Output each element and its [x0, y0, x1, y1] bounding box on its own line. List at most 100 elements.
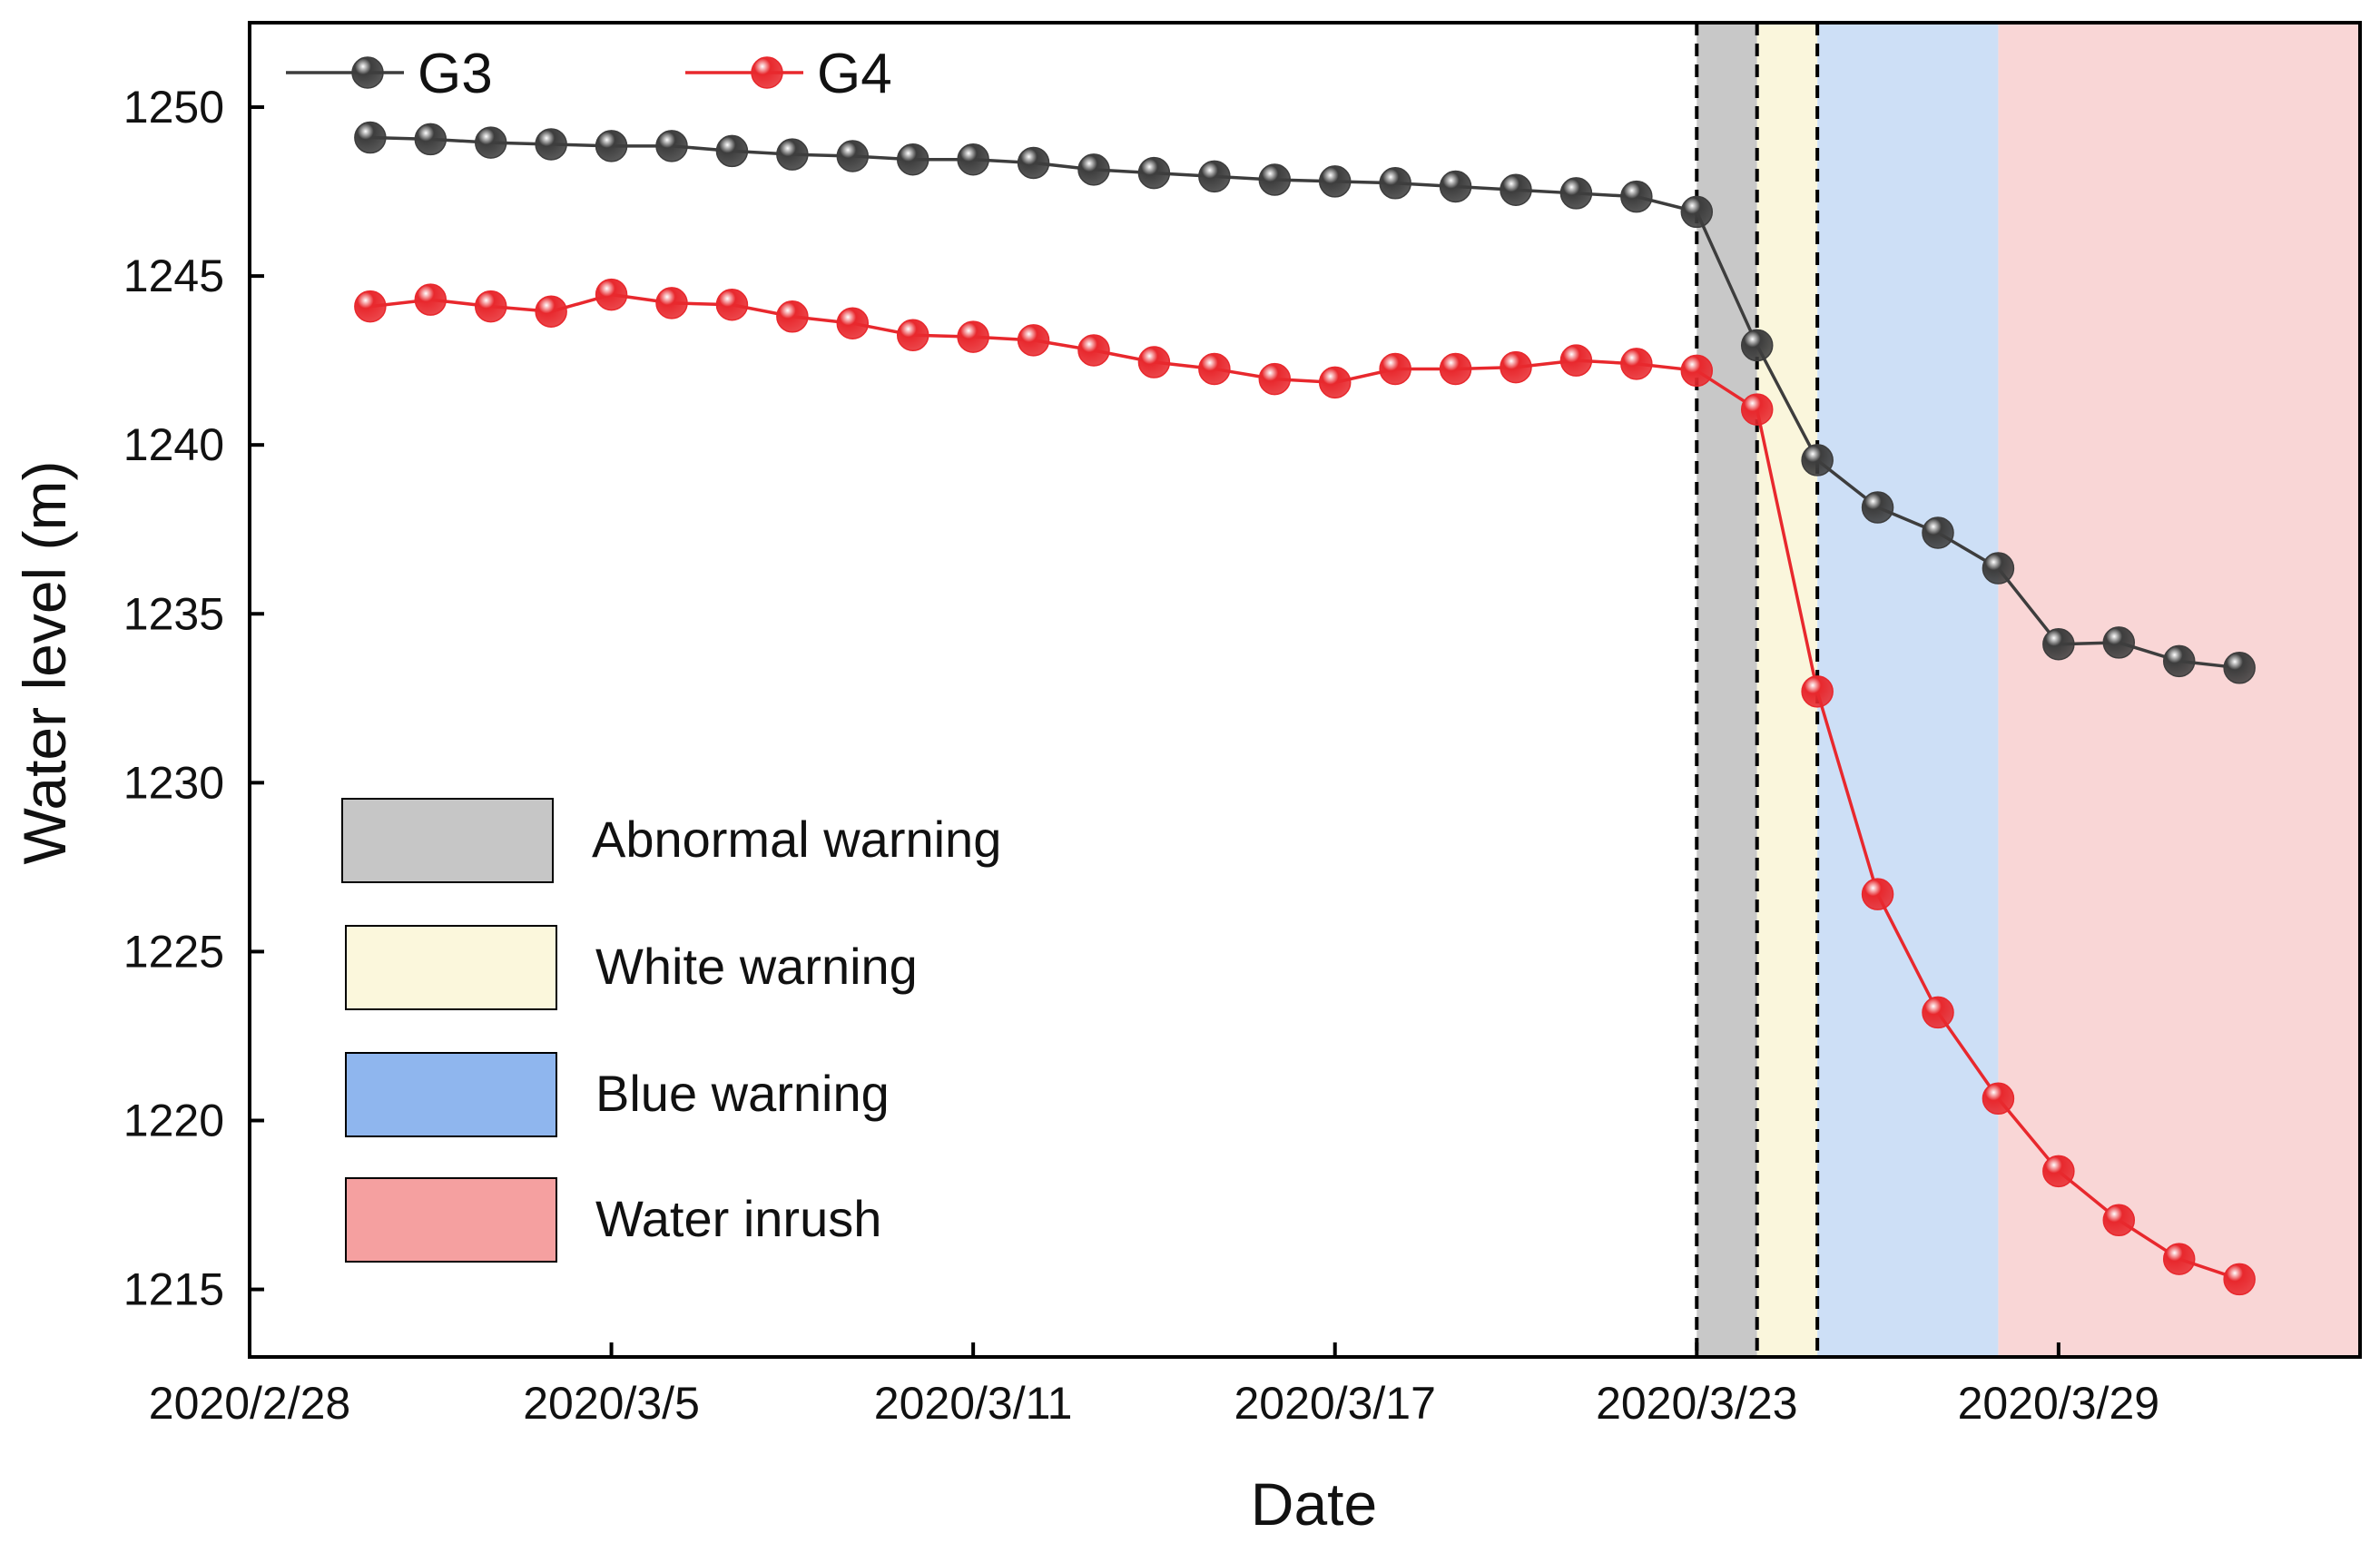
data-point-g3	[836, 140, 870, 172]
y-tick-label: 1240	[123, 419, 224, 470]
data-point-g4	[1620, 348, 1653, 380]
data-point-g3	[2102, 626, 2136, 659]
data-point-g4	[535, 295, 567, 328]
data-point-g4	[2102, 1204, 2136, 1237]
zone-legend: Abnormal warning White warning Blue warnin…	[341, 798, 1001, 1263]
zone-abnormal-warning	[1696, 23, 1757, 1357]
data-point-g4	[1439, 352, 1472, 386]
legend-swatch	[345, 1052, 557, 1137]
data-point-g4	[1680, 354, 1714, 388]
series-legend: G3 G4	[286, 43, 892, 105]
data-point-g4	[1861, 878, 1894, 910]
data-point-g3	[1137, 156, 1171, 190]
x-tick-label: 2020/3/11	[874, 1378, 1073, 1429]
data-point-g3	[1198, 160, 1231, 193]
data-point-g3	[1861, 491, 1894, 524]
data-point-g4	[1801, 675, 1834, 708]
data-point-g3	[1620, 180, 1653, 213]
y-axis-label: Water level (m)	[11, 461, 78, 865]
data-point-g4	[1922, 996, 1954, 1029]
legend-zone-abnormal-warning: Abnormal warning	[341, 798, 1001, 883]
x-tick-label: 2020/3/29	[1958, 1378, 2159, 1429]
legend-entry-g4: G4	[685, 43, 892, 105]
y-tick-label: 1225	[123, 926, 224, 977]
legend-swatch	[341, 798, 554, 883]
zone-dividers	[1695, 23, 1820, 1357]
series-g3	[354, 121, 2256, 684]
data-point-g4	[1740, 393, 1774, 426]
data-point-g3	[1500, 173, 1532, 206]
legend-label: G4	[817, 43, 892, 105]
data-point-g3	[1982, 552, 2015, 585]
legend-entry-g3: G3	[286, 43, 493, 105]
legend-zone-label: White warning	[595, 938, 918, 995]
data-point-g4	[414, 283, 447, 316]
x-tick-label: 2020/3/23	[1596, 1378, 1797, 1429]
data-point-g4	[836, 307, 870, 339]
data-point-g4	[1318, 366, 1352, 399]
axes: 2020/2/28 2020/3/5 2020/3/11 2020/3/17 2020/…	[11, 21, 2362, 1538]
y-tick-label: 1230	[123, 757, 224, 808]
data-point-g3	[1258, 163, 1292, 196]
data-point-g4	[1559, 344, 1593, 377]
data-point-g3	[957, 143, 989, 176]
data-point-g4	[776, 300, 809, 333]
legend-zone-white-warning: White warning	[345, 925, 918, 1010]
data-point-g3	[1439, 170, 1472, 203]
data-point-g3	[896, 143, 929, 176]
warning-zones	[1696, 23, 2360, 1357]
data-point-g3	[535, 128, 567, 161]
data-point-g3	[1680, 195, 1714, 229]
x-tick-label: 2020/3/17	[1234, 1378, 1435, 1429]
legend-marker	[351, 56, 384, 89]
y-tick-label: 1245	[123, 251, 224, 301]
legend-zone-water-inrush: Water inrush	[345, 1177, 881, 1263]
series-lines	[354, 121, 2256, 1296]
data-point-g4	[1379, 352, 1411, 386]
y-tick-label: 1235	[123, 588, 224, 639]
data-point-g3	[414, 123, 447, 156]
y-tick-label: 1220	[123, 1095, 224, 1145]
data-point-g4	[1500, 350, 1532, 384]
data-point-g3	[354, 121, 387, 154]
data-point-g4	[2223, 1263, 2256, 1296]
data-point-g4	[2042, 1155, 2075, 1188]
y-tick-label: 1215	[123, 1264, 224, 1315]
data-point-g3	[1318, 165, 1352, 198]
data-point-g3	[595, 130, 628, 162]
data-point-g4	[474, 290, 507, 323]
x-axis-label: Date	[1251, 1470, 1377, 1538]
zone-water-inrush	[1998, 23, 2360, 1357]
data-point-g4	[957, 320, 989, 353]
legend-zone-blue-warning: Blue warning	[345, 1052, 890, 1137]
data-point-g3	[1379, 167, 1411, 200]
data-point-g3	[1801, 444, 1834, 477]
data-point-g3	[474, 126, 507, 159]
data-point-g4	[1258, 362, 1292, 396]
x-axis-ticks: 2020/2/28 2020/3/5 2020/3/11 2020/3/17 2020/…	[149, 1342, 2159, 1429]
data-point-g4	[1017, 324, 1050, 357]
data-point-g4	[1137, 346, 1171, 378]
data-point-g3	[2223, 652, 2256, 684]
legend-label: G3	[418, 43, 493, 105]
x-tick-label: 2020/3/5	[523, 1378, 700, 1429]
x-tick-label: 2020/2/28	[149, 1378, 350, 1429]
data-point-g3	[1740, 329, 1774, 362]
series-g4	[354, 278, 2256, 1296]
data-point-g4	[2162, 1243, 2196, 1275]
data-point-g3	[715, 134, 749, 168]
legend-swatch	[345, 1177, 557, 1263]
legend-marker	[751, 56, 783, 89]
data-point-g4	[1982, 1082, 2015, 1116]
data-point-g3	[1922, 516, 1954, 549]
data-point-g4	[595, 278, 628, 311]
data-point-g3	[655, 130, 688, 162]
data-point-g3	[2042, 628, 2075, 661]
data-point-g3	[1559, 177, 1593, 210]
data-point-g3	[1077, 153, 1110, 186]
zone-blue-warning	[1817, 23, 1999, 1357]
y-tick-label: 1250	[123, 82, 224, 133]
data-point-g4	[1198, 352, 1231, 386]
